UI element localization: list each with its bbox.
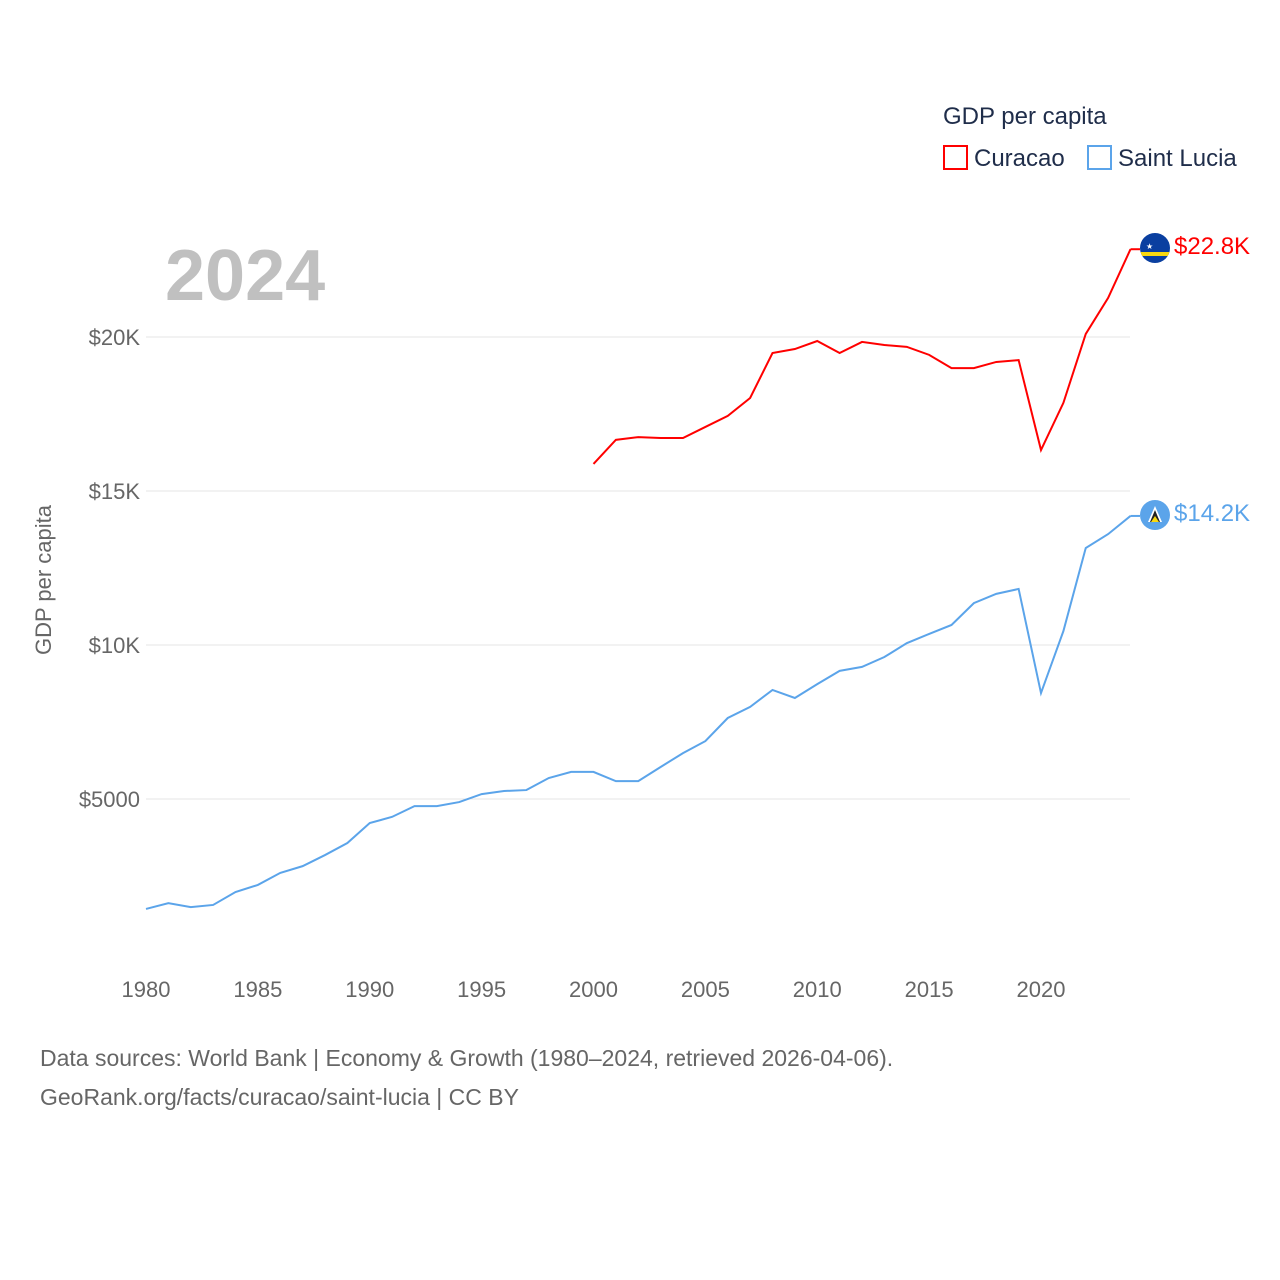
legend-title: GDP per capita	[943, 103, 1107, 130]
curacao-flag-icon: ★	[1140, 233, 1170, 263]
end-label-saint-lucia: $14.2K	[1174, 500, 1250, 527]
x-tick-label: 2005	[681, 977, 730, 1002]
saint-lucia-flag-icon	[1140, 500, 1170, 530]
y-tick-label: $20K	[89, 325, 141, 350]
x-tick-label: 2000	[569, 977, 618, 1002]
legend-label-curacao: Curacao	[974, 145, 1065, 172]
svg-text:★: ★	[1146, 242, 1153, 251]
x-tick-label: 1990	[345, 977, 394, 1002]
source-line-1: Data sources: World Bank | Economy & Gro…	[40, 1045, 894, 1071]
legend-swatch-saint-lucia	[1087, 145, 1112, 170]
end-label-curacao: $22.8K	[1174, 233, 1250, 260]
source-line-2: GeoRank.org/facts/curacao/saint-lucia | …	[40, 1084, 519, 1110]
y-tick-label: $15K	[89, 479, 141, 504]
y-tick-label: $5000	[79, 787, 140, 812]
x-tick-label: 2015	[905, 977, 954, 1002]
legend-label-saint-lucia: Saint Lucia	[1118, 145, 1237, 172]
series-line-saint-lucia	[145, 515, 1132, 910]
legend-item-curacao[interactable]: Curacao	[943, 145, 1065, 172]
legend-swatch-curacao	[943, 145, 968, 170]
x-tick-label: 1980	[122, 977, 171, 1002]
y-axis-label: GDP per capita	[31, 504, 56, 655]
x-tick-label: 2020	[1017, 977, 1066, 1002]
x-tick-label: 1985	[233, 977, 282, 1002]
series-line-curacao	[592, 248, 1132, 465]
year-label: 2024	[165, 236, 325, 316]
x-tick-label: 1995	[457, 977, 506, 1002]
legend-item-saint-lucia[interactable]: Saint Lucia	[1087, 145, 1237, 172]
y-tick-label: $10K	[89, 633, 141, 658]
x-tick-label: 2010	[793, 977, 842, 1002]
